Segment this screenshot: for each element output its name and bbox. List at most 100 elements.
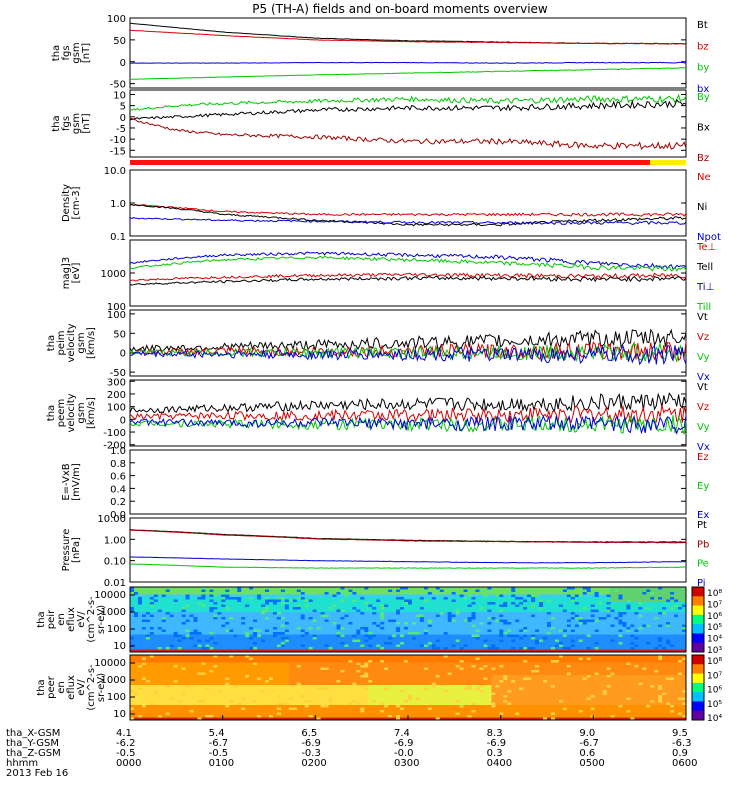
y-tick-label: 0.2: [110, 497, 126, 508]
y-tick-label: 10: [113, 709, 126, 720]
ephemeris-value: -0.0: [394, 748, 414, 759]
colorbar-label: 10⁶: [707, 686, 722, 696]
y-axis-label: en: [56, 613, 67, 626]
panel-frame: [129, 517, 687, 583]
colorbar-label: 10⁸: [707, 589, 722, 599]
ephemeris-value: -6.9: [301, 738, 321, 749]
legend-label: Pb: [697, 539, 709, 550]
colorbar-label: 10⁷: [707, 671, 722, 681]
y-tick-label: -50: [110, 368, 126, 379]
y-tick-label: 1000: [101, 607, 126, 618]
ephemeris-value: 6.5: [301, 728, 318, 739]
ephemeris-value: 7.4: [394, 728, 410, 739]
y-tick-label: 10: [113, 90, 126, 101]
y-tick-label: 200: [107, 390, 126, 401]
y-tick-label: 100: [107, 302, 126, 313]
legend-label: Vy: [697, 352, 710, 363]
y-tick-label: 0.1: [110, 232, 126, 243]
y-tick-label: 300: [107, 377, 126, 388]
panel-frame: [129, 169, 687, 237]
colorbar-segment: [692, 605, 704, 616]
ephemeris-value: -6.7: [208, 738, 229, 749]
ephemeris-value: -0.5: [116, 748, 136, 759]
ephemeris-value: -6.7: [579, 738, 599, 749]
region-bar: [650, 160, 686, 165]
ephemeris-value: -6.9: [486, 738, 507, 749]
y-axis-label: tha: [51, 45, 62, 61]
series-line-Tell: [129, 275, 687, 286]
y-tick-label: 1.00: [104, 535, 126, 546]
y-tick-label: -10: [110, 135, 126, 146]
y-axis-label: Pressure: [61, 529, 72, 572]
chart-title: P5 (TH-A) fields and on-board moments ov…: [252, 2, 548, 16]
series-line-bz: [129, 29, 686, 45]
y-tick-label: 0.6: [110, 472, 126, 483]
colorbar-label: 10⁴: [707, 635, 722, 645]
y-tick-label: 100: [107, 624, 126, 635]
series-line-Npot: [129, 217, 687, 226]
series-line-bx: [130, 61, 687, 64]
legend-label: Tell: [696, 262, 713, 273]
y-tick-label: 10.0: [104, 166, 126, 177]
panel-frame: [129, 17, 687, 89]
region-bar: [130, 160, 650, 165]
legend-label: Ni: [697, 202, 707, 213]
legend-label: Bt: [697, 20, 708, 31]
legend-label: Vx: [697, 372, 710, 383]
y-tick-label: 0.8: [110, 459, 126, 470]
y-axis-label: fgs: [61, 116, 72, 131]
colorbar-segment: [692, 587, 704, 597]
colorbar-segment: [692, 596, 704, 607]
series-line-Bx: [129, 99, 687, 121]
ephemeris-value: 0100: [208, 758, 235, 769]
colorbar-label: 10⁴: [707, 714, 722, 724]
y-axis-label: [km/s]: [86, 397, 97, 429]
y-tick-label: 1000: [101, 675, 126, 686]
ephemeris-value: -6.2: [116, 738, 136, 749]
heatmap: [130, 587, 687, 653]
colorbar-label: 10⁷: [707, 600, 722, 610]
legend-label: Pi: [697, 578, 706, 589]
legend-label: Ez: [697, 452, 709, 463]
y-axis-label: tha: [36, 679, 47, 695]
colorbar-segment: [692, 673, 704, 684]
series-line-Bz: [129, 117, 687, 150]
y-tick-label: -5: [116, 124, 126, 135]
ephemeris-value: 9.0: [579, 728, 596, 739]
y-axis-label: E=-VxB: [61, 463, 72, 500]
y-axis-label: gsm: [76, 332, 87, 353]
ephemeris-value: 0600: [672, 758, 698, 769]
y-tick-label: 10.00: [97, 514, 126, 525]
series-line-Vx: [129, 414, 687, 435]
ephemeris-value: 0.9: [672, 748, 688, 759]
colorbar: [691, 586, 705, 653]
ephemeris-value: 0.3: [486, 748, 503, 759]
y-axis-label: [eV]: [71, 263, 82, 284]
legend-label: Ti⊥: [696, 282, 714, 293]
y-tick-label: 0.10: [104, 557, 126, 568]
legend-label: Pt: [697, 520, 707, 531]
series-line-By: [129, 93, 687, 111]
panel-frame: [129, 586, 687, 653]
y-axis-label: [nT]: [81, 113, 92, 133]
legend-label: Ne: [697, 172, 711, 183]
y-tick-label: 100: [107, 403, 126, 414]
y-axis-label: tha: [46, 405, 57, 421]
series-line-Ti⊥: [129, 251, 687, 270]
y-axis-label: eV/: [76, 679, 87, 696]
y-axis-label: velocity: [66, 393, 77, 432]
y-axis-label: gsm: [76, 402, 87, 423]
y-axis-label: tha: [46, 335, 57, 351]
y-axis-label: eflux: [66, 675, 77, 700]
colorbar: [691, 654, 705, 721]
colorbar-segment: [692, 710, 704, 721]
y-axis-label: [km/s]: [86, 327, 97, 359]
ephemeris-value: 8.3: [486, 728, 503, 739]
y-tick-label: 0: [120, 58, 126, 69]
colorbar-segment: [692, 624, 704, 634]
ephemeris-value: 0000: [116, 758, 142, 769]
series-line-Pb: [129, 529, 687, 544]
legend-label: Bz: [697, 153, 709, 164]
legend-label: Ex: [697, 510, 709, 521]
series-line-Pe: [129, 563, 687, 569]
